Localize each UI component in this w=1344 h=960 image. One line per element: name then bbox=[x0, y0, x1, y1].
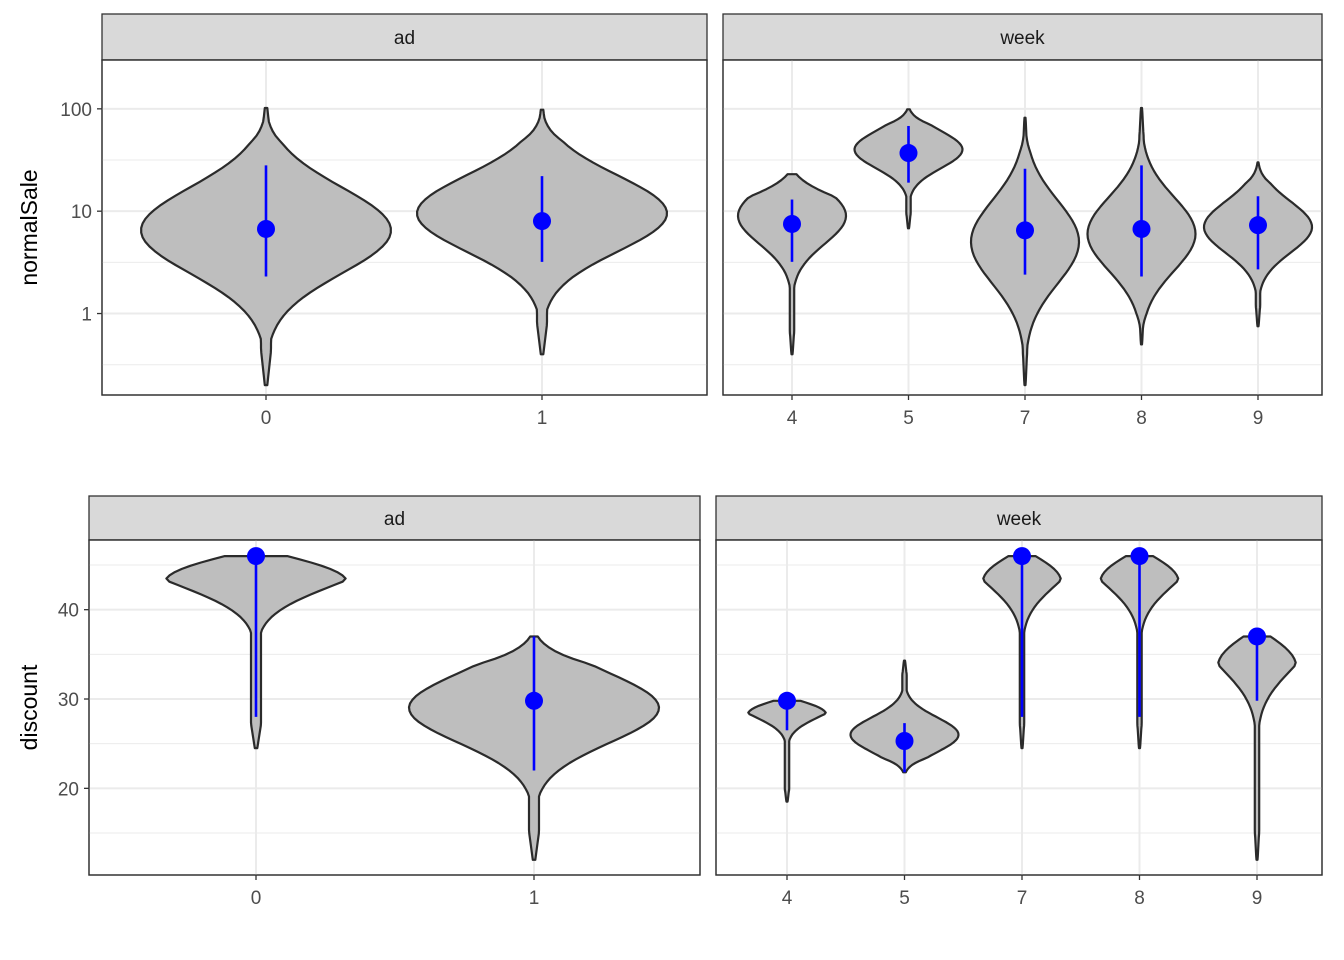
x-tick-label: 1 bbox=[529, 888, 540, 909]
mean-point-discount-week-4 bbox=[778, 691, 796, 710]
facet-strip-label: ad bbox=[384, 509, 405, 530]
y-axis-title: discount bbox=[16, 664, 42, 750]
mean-point-discount-ad-0 bbox=[247, 547, 265, 566]
mean-point-discount-week-5 bbox=[895, 732, 914, 750]
facet-strip bbox=[715, 495, 1323, 541]
facet-strip-label: week bbox=[996, 509, 1042, 530]
x-tick-label: 8 bbox=[1134, 888, 1145, 909]
panel-discount-week: week 4 5 7 8 9 bbox=[715, 495, 1323, 909]
panel-border bbox=[722, 59, 1323, 396]
y-tick-label: 100 bbox=[60, 100, 92, 121]
x-tick-label: 8 bbox=[1136, 408, 1147, 429]
violin-discount-week-9 bbox=[1217, 635, 1297, 861]
y-tick-label: 10 bbox=[71, 202, 92, 223]
panel-normalSale-ad: ad 1 10 100 normalSale 0 1 bbox=[16, 13, 708, 429]
mean-point-discount-week-9 bbox=[1248, 627, 1266, 646]
panel-border bbox=[88, 539, 701, 876]
y-tick-label: 20 bbox=[58, 779, 79, 800]
x-tick-label: 7 bbox=[1017, 888, 1028, 909]
x-tick-label: 9 bbox=[1252, 888, 1263, 909]
x-tick-label: 4 bbox=[782, 888, 793, 909]
panel-normalSale-week: week 4 5 7 8 9 bbox=[722, 13, 1323, 429]
violin-discount-week-4 bbox=[747, 699, 827, 803]
panel-border bbox=[101, 59, 708, 396]
facet-strip bbox=[101, 13, 708, 61]
x-tick-label: 5 bbox=[903, 408, 914, 429]
y-tick-label: 1 bbox=[81, 305, 92, 326]
facet-strip-label: ad bbox=[394, 28, 415, 49]
x-tick-label: 0 bbox=[251, 888, 262, 909]
mean-point-normalSale-week-5 bbox=[899, 144, 918, 163]
x-tick-label: 4 bbox=[787, 408, 798, 429]
x-tick-label: 9 bbox=[1253, 408, 1264, 429]
y-tick-label: 40 bbox=[58, 601, 79, 622]
mean-point-discount-week-8 bbox=[1130, 547, 1149, 566]
mean-point-discount-ad-1 bbox=[525, 691, 543, 710]
mean-point-normalSale-ad-1 bbox=[533, 212, 551, 231]
violin-discount-week-5 bbox=[849, 659, 960, 774]
x-tick-label: 7 bbox=[1020, 408, 1031, 429]
mean-point-normalSale-week-7 bbox=[1016, 221, 1034, 240]
mean-point-normalSale-ad-0 bbox=[257, 219, 275, 238]
facet-strip bbox=[722, 13, 1323, 61]
mean-point-normalSale-week-8 bbox=[1132, 219, 1151, 238]
mean-point-normalSale-week-9 bbox=[1249, 216, 1267, 235]
mean-point-discount-week-7 bbox=[1013, 547, 1031, 566]
x-tick-label: 1 bbox=[537, 408, 548, 429]
y-tick-label: 30 bbox=[58, 690, 79, 711]
mean-point-normalSale-week-4 bbox=[783, 214, 801, 233]
x-tick-label: 5 bbox=[899, 888, 910, 909]
y-axis-title: normalSale bbox=[16, 169, 42, 285]
facet-strip bbox=[88, 495, 701, 541]
x-tick-label: 0 bbox=[261, 408, 272, 429]
panel-border bbox=[715, 539, 1323, 876]
panel-discount-ad: ad 20 30 40 discount 0 1 bbox=[16, 495, 701, 909]
facet-strip-label: week bbox=[999, 28, 1045, 49]
violin-normalSale-week-4 bbox=[736, 173, 848, 356]
